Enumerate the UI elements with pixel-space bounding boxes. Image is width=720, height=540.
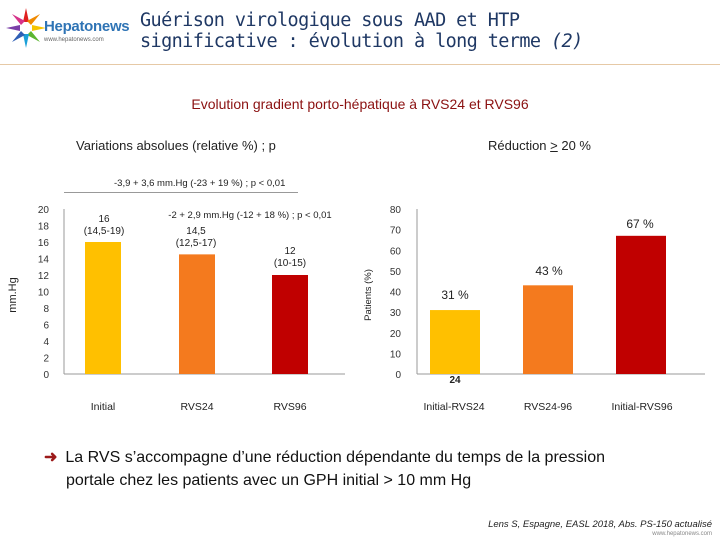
right-heading-symbol: > [550, 138, 558, 153]
left-ytick-label: 8 [43, 304, 49, 315]
left-ytick-label: 0 [43, 370, 49, 381]
citation: Lens S, Espagne, EASL 2018, Abs. PS-150 … [488, 519, 712, 530]
title-suffix: (2) [551, 31, 583, 52]
left-chart-ylabel: mm.Hg [7, 277, 19, 312]
logo-starburst-icon [6, 8, 46, 48]
right-heading-suffix: 20 % [557, 138, 591, 153]
right-chart-yticks: 0 10 20 30 40 50 60 70 80 [390, 205, 402, 381]
right-ytick-label: 80 [390, 205, 402, 216]
left-range-label: (10-15) [274, 258, 306, 269]
left-chart-labels: Initial RVS24 RVS96 16(14,5-19) 14,5(12,5-17… [84, 214, 307, 413]
title-line-2: significative : évolution à long terme (… [140, 31, 715, 52]
right-ytick-label: 60 [390, 246, 402, 257]
conclusion-line-2: portale chez les patients avec un GPH in… [66, 472, 472, 489]
right-ytick-label: 0 [395, 370, 401, 381]
overall-change-note: -3,9 + 3,6 mm.Hg (-23 + 19 %) ; p < 0,01 [114, 178, 286, 189]
right-chart-bars [430, 235, 666, 374]
right-bar-1 [430, 310, 480, 374]
right-value-label: 43 % [535, 264, 563, 278]
right-panel-heading: Réduction > 20 % [488, 138, 591, 153]
left-value-label: 12 [284, 246, 296, 257]
left-panel-heading: Variations absolues (relative %) ; p [76, 138, 276, 153]
slide-title: Guérison virologique sous AAD et HTP sig… [140, 10, 715, 52]
left-range-label: (12,5-17) [176, 238, 217, 249]
left-ytick-label: 14 [38, 255, 50, 266]
right-xtick-label: Initial-RVS96 [611, 401, 672, 413]
left-bar-1 [85, 242, 121, 374]
title-line-2-text: significative : évolution à long terme [140, 31, 541, 52]
left-xtick-label: RVS96 [273, 401, 306, 413]
right-ytick-label: 40 [390, 288, 402, 299]
slide-subtitle: Evolution gradient porto-hépatique à RVS… [191, 96, 529, 112]
right-xtick-label: RVS24-96 [524, 401, 572, 413]
left-ytick-label: 12 [38, 271, 50, 282]
left-xtick-label: RVS24 [180, 401, 213, 413]
footer-url: www.hepatonews.com [652, 531, 712, 537]
left-ytick-label: 6 [43, 321, 49, 332]
right-xtick-label: Initial-RVS24 [423, 401, 484, 413]
left-value-label: 14,5 [186, 226, 206, 237]
hepatonews-logo [6, 6, 132, 50]
right-ytick-label: 20 [390, 329, 402, 340]
title-line-1: Guérison virologique sous AAD et HTP [140, 10, 520, 31]
right-chart-ylabel: Patients (%) [363, 269, 374, 321]
left-ytick-label: 16 [38, 238, 50, 249]
left-ytick-label: 10 [38, 288, 50, 299]
left-ytick-label: 20 [38, 205, 50, 216]
left-bar-2 [179, 254, 215, 374]
right-ytick-label: 30 [390, 308, 402, 319]
left-ytick-label: 18 [38, 222, 50, 233]
left-value-label: 16 [98, 214, 110, 225]
conclusion-bullet: ➜ La RVS s’accompagne d’une réduction dép… [44, 446, 704, 492]
left-ytick-label: 4 [43, 337, 49, 348]
right-ytick-label: 70 [390, 226, 402, 237]
logo-name: Hepatonews [44, 18, 130, 35]
left-xtick-label: Initial [91, 401, 116, 413]
header-divider [0, 64, 720, 65]
left-bar-3 [272, 275, 308, 374]
right-ytick-label: 50 [390, 267, 402, 278]
arrow-right-icon: ➜ [44, 449, 58, 466]
right-chart-labels: Initial-RVS24 RVS24-96 Initial-RVS96 31 % 43… [423, 217, 672, 413]
right-value-label: 67 % [626, 217, 654, 231]
right-value-label: 31 % [441, 288, 469, 302]
conclusion-line-1: La RVS s’accompagne d’une réduction dépe… [65, 449, 606, 466]
right-ytick-label: 10 [390, 349, 402, 360]
left-ytick-label: 2 [43, 354, 49, 365]
logo-url: www.hepatonews.com [44, 37, 104, 43]
left-range-label: (14,5-19) [84, 226, 125, 237]
overall-change-bracket [64, 192, 298, 193]
left-chart-bars [85, 242, 308, 374]
right-bar-2 [523, 285, 573, 374]
right-heading-prefix: Réduction [488, 138, 551, 153]
right-chart-n-label: 24 [449, 375, 461, 386]
left-chart-yticks: 0 2 4 6 8 10 12 14 16 18 20 [38, 205, 50, 381]
left-chart-annotation: -2 + 2,9 mm.Hg (-12 + 18 %) ; p < 0,01 [168, 210, 331, 221]
right-bar-3 [616, 235, 666, 374]
